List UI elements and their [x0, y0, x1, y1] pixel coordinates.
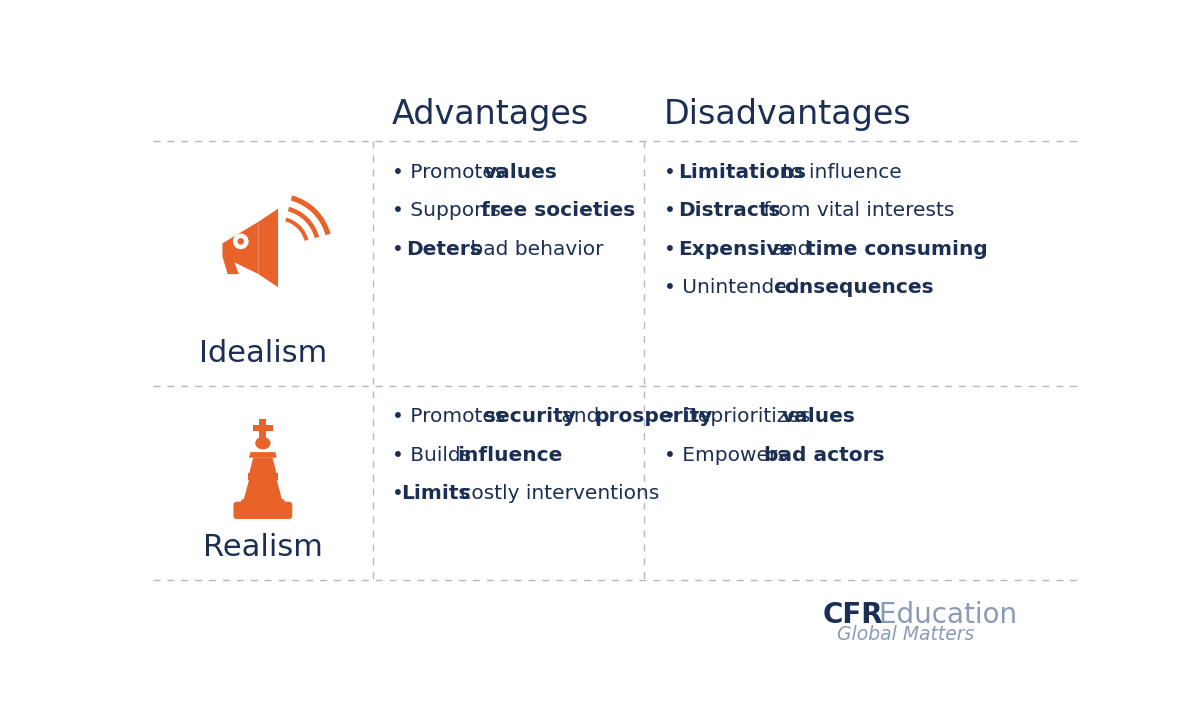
Text: • Promotes: • Promotes	[392, 163, 512, 182]
Text: Limits: Limits	[401, 484, 471, 503]
Polygon shape	[222, 221, 258, 274]
Ellipse shape	[256, 437, 270, 449]
Text: •: •	[392, 240, 410, 258]
Text: to influence: to influence	[776, 163, 902, 182]
Text: bad actors: bad actors	[764, 446, 885, 465]
Text: • Unintended: • Unintended	[664, 278, 806, 297]
Text: •: •	[392, 484, 404, 503]
Text: and: and	[766, 240, 817, 258]
Text: influence: influence	[458, 446, 563, 465]
Circle shape	[233, 234, 249, 249]
Text: • Empowers: • Empowers	[664, 446, 794, 465]
Text: Limitations: Limitations	[677, 163, 806, 182]
Text: values: values	[782, 407, 855, 426]
Text: •: •	[664, 163, 682, 182]
Text: Distracts: Distracts	[677, 201, 781, 220]
Text: security: security	[484, 407, 576, 426]
Text: •: •	[664, 201, 682, 220]
Text: Expensive: Expensive	[677, 240, 793, 258]
Text: costly interventions: costly interventions	[454, 484, 659, 503]
Text: consequences: consequences	[773, 278, 933, 297]
Polygon shape	[249, 452, 276, 457]
Wedge shape	[291, 195, 330, 235]
Text: from vital interests: from vital interests	[757, 201, 954, 220]
Text: Deters: Deters	[406, 240, 482, 258]
Wedge shape	[288, 207, 319, 238]
Text: prosperity: prosperity	[593, 407, 712, 426]
Text: • Deprioritizes: • Deprioritizes	[664, 407, 817, 426]
Text: bad behavior: bad behavior	[465, 240, 604, 258]
Polygon shape	[249, 457, 276, 474]
Bar	[253, 425, 273, 431]
Text: time consuming: time consuming	[806, 240, 987, 258]
Text: Idealism: Idealism	[198, 339, 327, 368]
Wedge shape	[285, 218, 309, 241]
Polygon shape	[222, 256, 239, 274]
Polygon shape	[247, 473, 279, 480]
Text: and: and	[555, 407, 605, 426]
Text: Advantages: Advantages	[392, 97, 588, 131]
Text: Disadvantages: Disadvantages	[664, 97, 912, 131]
Circle shape	[238, 238, 244, 245]
Text: •: •	[664, 240, 682, 258]
Text: values: values	[484, 163, 558, 182]
Text: Realism: Realism	[203, 533, 323, 562]
FancyBboxPatch shape	[233, 502, 292, 519]
Text: Global Matters: Global Matters	[837, 624, 974, 643]
Text: • Builds: • Builds	[392, 446, 477, 465]
Text: • Supports: • Supports	[392, 201, 507, 220]
Polygon shape	[244, 480, 282, 501]
Text: CFR: CFR	[823, 601, 884, 629]
Polygon shape	[258, 208, 279, 287]
Bar	[259, 419, 267, 439]
Text: Education: Education	[870, 601, 1017, 629]
Polygon shape	[238, 499, 288, 506]
Text: • Promotes: • Promotes	[392, 407, 512, 426]
Text: free societies: free societies	[480, 201, 635, 220]
